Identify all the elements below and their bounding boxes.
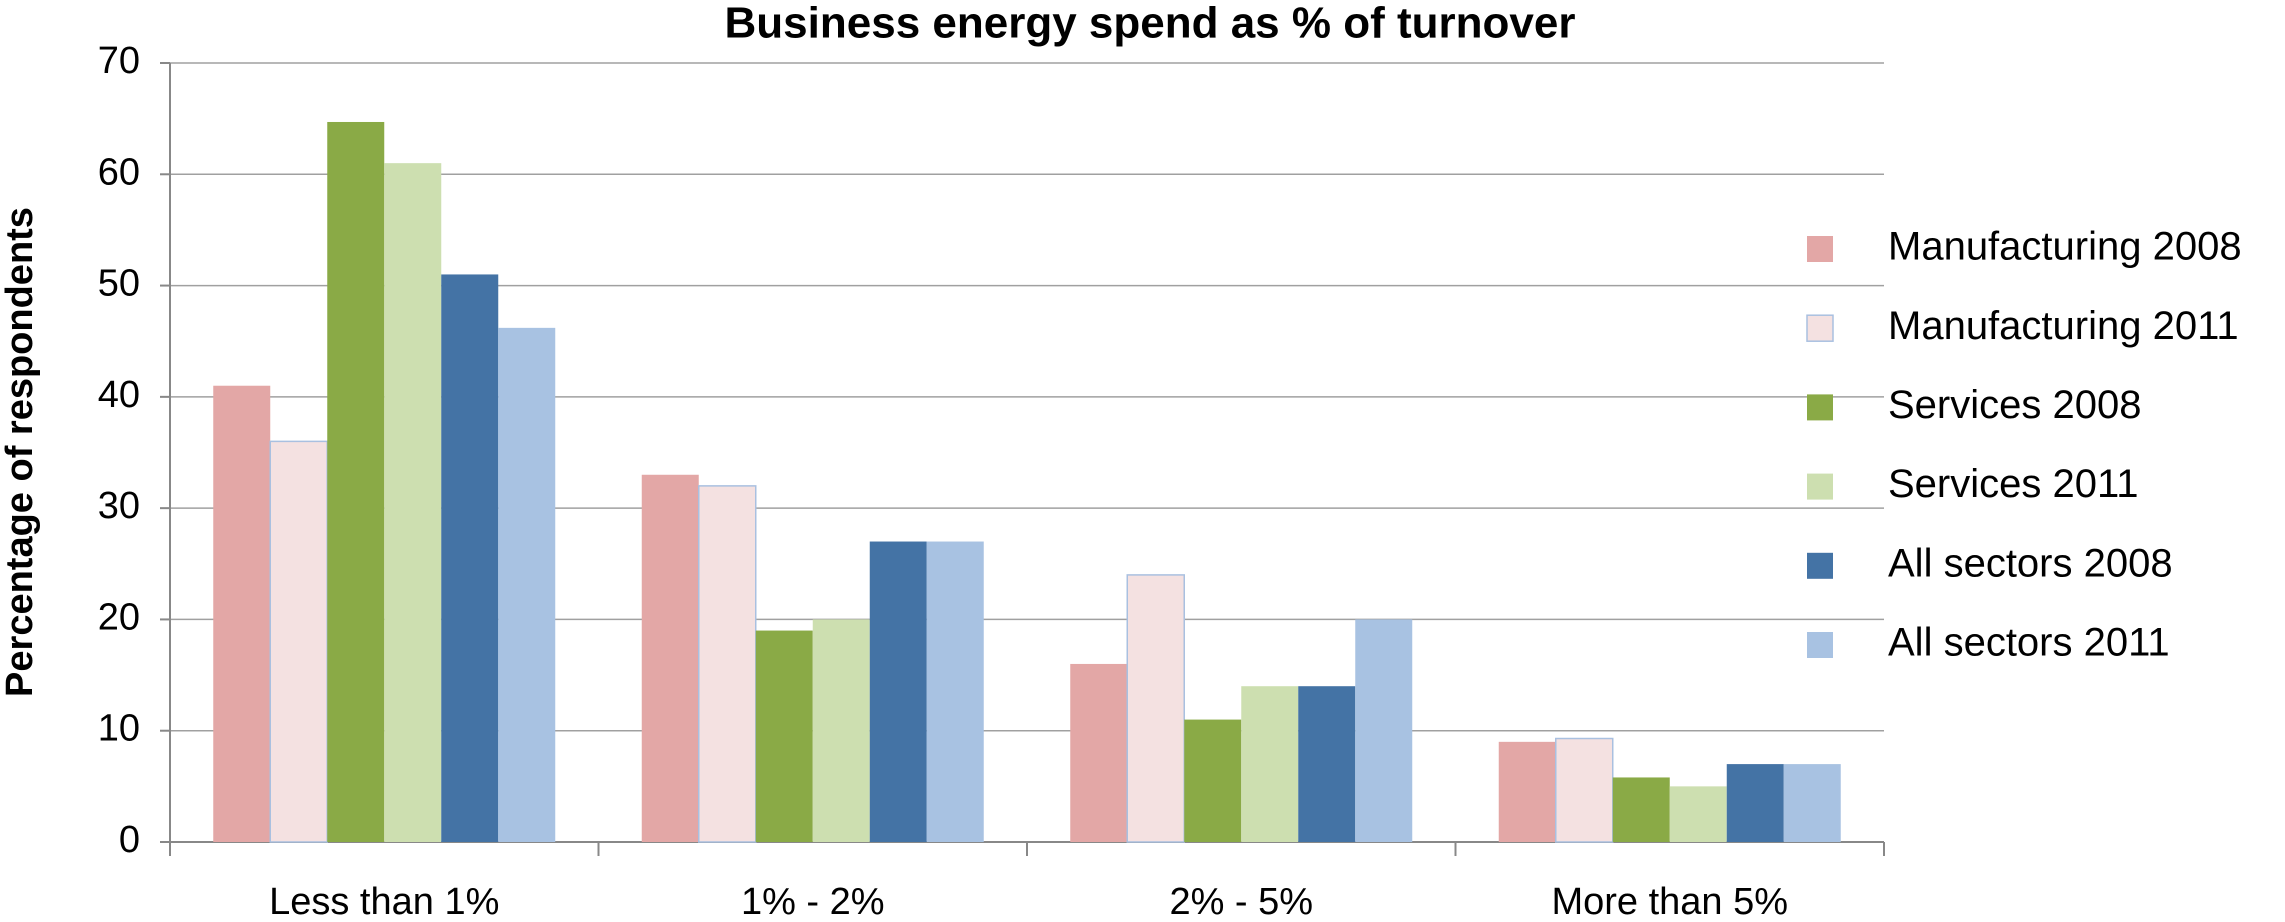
y-tick-label: 50 (98, 263, 140, 305)
chart-title: Business energy spend as % of turnover (725, 0, 1576, 48)
legend-label: All sectors 2011 (1888, 621, 2170, 665)
bar (1355, 619, 1413, 842)
bar (1126, 574, 1185, 843)
bar (441, 274, 499, 842)
legend-swatch (1807, 473, 1833, 500)
legend-label: Manufacturing 2011 (1888, 304, 2239, 348)
bar (1783, 764, 1841, 842)
y-tick-label: 30 (98, 485, 140, 527)
bar (1498, 741, 1556, 842)
legend-swatch (1807, 552, 1833, 579)
y-tick-label: 60 (98, 151, 140, 193)
y-tick-label: 70 (98, 40, 140, 82)
bar (1241, 686, 1299, 842)
bar (384, 163, 442, 842)
y-axis-label: Percentage of respondents (0, 207, 41, 697)
bar (812, 619, 870, 842)
bar (926, 541, 984, 842)
legend-label: Services 2008 (1888, 383, 2141, 427)
y-tick-label: 0 (119, 819, 140, 861)
bar (213, 385, 271, 842)
y-tick-label: 10 (98, 708, 140, 750)
bar (755, 630, 813, 842)
x-tick-label: 2% - 5% (1169, 881, 1313, 922)
bar (1669, 786, 1727, 842)
x-tick-label: Less than 1% (269, 881, 499, 922)
bar (1612, 777, 1670, 842)
bar (641, 474, 699, 842)
legend-label: Manufacturing 2008 (1888, 225, 2242, 269)
bar (698, 485, 757, 843)
bar (269, 440, 328, 843)
bar (498, 327, 556, 842)
legend-swatch (1806, 314, 1834, 342)
legend-label: Services 2011 (1888, 462, 2139, 506)
legend-swatch (1807, 394, 1833, 421)
x-tick-label: 1% - 2% (741, 881, 885, 922)
y-tick-label: 20 (98, 596, 140, 638)
bar (1555, 737, 1614, 843)
bar (1298, 686, 1356, 842)
bar (1726, 764, 1784, 842)
bar (327, 121, 385, 842)
y-tick-label: 40 (98, 374, 140, 416)
legend-swatch (1807, 632, 1833, 658)
legend-label: All sectors 2008 (1888, 541, 2173, 585)
bar (869, 541, 927, 842)
bar (1070, 663, 1128, 842)
legend-swatch (1807, 236, 1833, 262)
x-tick-label: More than 5% (1551, 881, 1788, 922)
bar (1184, 719, 1242, 842)
